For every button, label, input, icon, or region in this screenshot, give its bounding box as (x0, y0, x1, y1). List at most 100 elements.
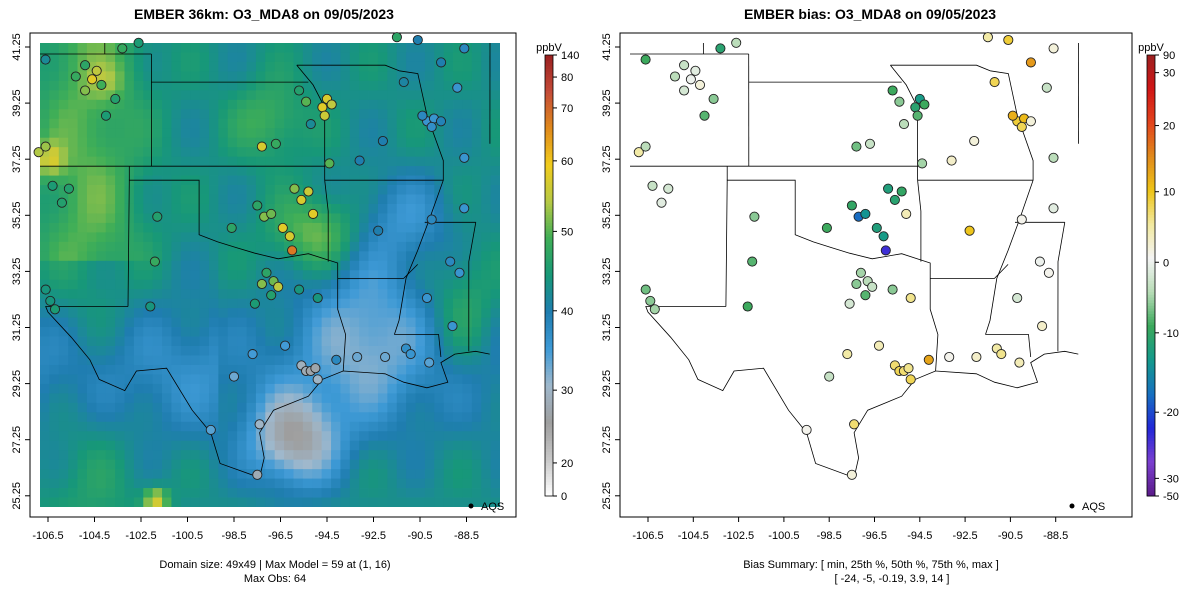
colorbar-segment (1147, 405, 1155, 409)
model-grid-cell (406, 497, 416, 507)
model-grid-cell (471, 440, 482, 451)
model-grid-cell (77, 185, 88, 195)
model-grid-cell (190, 270, 200, 281)
state-boundary (45, 179, 347, 479)
model-grid-cell (340, 99, 351, 110)
site-marker (354, 155, 365, 166)
model-grid-cell (321, 128, 332, 139)
model-grid-cell (49, 213, 60, 224)
model-grid-cell (340, 185, 351, 195)
model-grid-cell (218, 99, 229, 110)
model-grid-cell (406, 232, 416, 243)
model-grid-cell (96, 478, 107, 489)
model-grid-cell (49, 137, 60, 148)
model-grid-cell (424, 43, 435, 53)
model-grid-cell (96, 251, 107, 262)
model-grid-cell (349, 289, 360, 300)
model-grid-cell (190, 147, 200, 158)
site-marker (903, 363, 914, 374)
model-grid-cell (105, 317, 116, 328)
model-grid-cell (453, 222, 463, 233)
model-grid-cell (415, 308, 426, 319)
model-grid-cell (406, 469, 416, 479)
model-grid-cell (218, 346, 229, 356)
model-grid-cell (481, 99, 492, 110)
model-grid-cell (218, 383, 229, 394)
colorbar-segment (545, 413, 553, 417)
colorbar-segment (1147, 473, 1155, 478)
model-grid-cell (105, 270, 116, 281)
model-grid-cell (190, 203, 200, 214)
colorbar-segment (545, 272, 553, 276)
model-grid-cell (199, 336, 210, 347)
colorbar-segment (1147, 490, 1155, 494)
colorbar-segment (545, 239, 553, 243)
model-grid-cell (387, 61, 398, 72)
colorbar-segment (545, 462, 553, 467)
model-grid-cell (396, 412, 407, 423)
model-grid-cell (340, 298, 351, 309)
model-grid-cell (453, 327, 463, 337)
model-grid-cell (227, 289, 238, 300)
colorbar-segment (1147, 344, 1155, 348)
colorbar-segment (545, 118, 553, 122)
colorbar-segment (545, 449, 553, 453)
model-grid-cell (481, 355, 492, 366)
model-grid-cell (312, 109, 323, 120)
model-grid-cell (199, 118, 210, 129)
model-grid-cell (406, 128, 416, 139)
model-grid-cell (359, 336, 369, 347)
model-grid-cell (453, 346, 463, 356)
model-grid-cell (396, 185, 407, 195)
model-grid-cell (312, 497, 323, 507)
model-grid-cell (227, 260, 238, 271)
model-grid-cell (171, 450, 182, 461)
model-grid-cell (424, 336, 435, 347)
model-grid-cell (68, 166, 78, 176)
model-grid-cell (302, 298, 313, 309)
model-grid-cell (218, 260, 229, 271)
model-grid-cell (490, 137, 500, 148)
model-grid-cell (40, 270, 50, 281)
model-grid-cell (180, 279, 191, 290)
colorbar-segment (545, 55, 553, 59)
model-grid-cell (434, 251, 445, 262)
model-grid-cell (246, 71, 257, 82)
model-grid-cell (396, 71, 407, 82)
colorbar-segment (1147, 212, 1155, 216)
model-grid-cell (387, 469, 398, 479)
model-grid-cell (143, 156, 154, 167)
model-grid-cell (246, 166, 257, 176)
model-grid-cell (77, 298, 88, 309)
model-grid-cell (124, 109, 135, 120)
model-grid-cell (312, 279, 323, 290)
model-grid-cell (377, 203, 388, 214)
model-grid-cell (443, 478, 454, 489)
model-grid-cell (359, 52, 369, 63)
model-grid-cell (246, 402, 257, 413)
model-grid-cell (302, 232, 313, 243)
model-grid-cell (246, 147, 257, 158)
model-grid-cell (302, 222, 313, 233)
model-grid-cell (152, 61, 163, 72)
model-grid-cell (68, 478, 78, 489)
model-grid-cell (331, 393, 341, 404)
site-marker (851, 141, 862, 152)
model-grid-cell (331, 118, 341, 129)
model-grid-cell (171, 99, 182, 110)
model-grid-cell (340, 137, 351, 148)
model-grid-cell (368, 450, 379, 461)
model-grid-cell (105, 241, 116, 252)
model-grid-cell (68, 99, 78, 110)
model-grid-cell (387, 118, 398, 129)
model-grid-cell (293, 118, 304, 129)
model-grid-cell (171, 478, 182, 489)
model-grid-cell (424, 52, 435, 63)
model-grid-cell (227, 459, 238, 470)
colorbar-segment (545, 435, 553, 439)
colorbar-tick-label: -20 (1163, 407, 1179, 419)
model-grid-cell (396, 270, 407, 281)
model-grid-cell (434, 478, 445, 489)
model-grid-cell (255, 317, 266, 328)
y-tick-label: 31.25 (601, 314, 613, 342)
